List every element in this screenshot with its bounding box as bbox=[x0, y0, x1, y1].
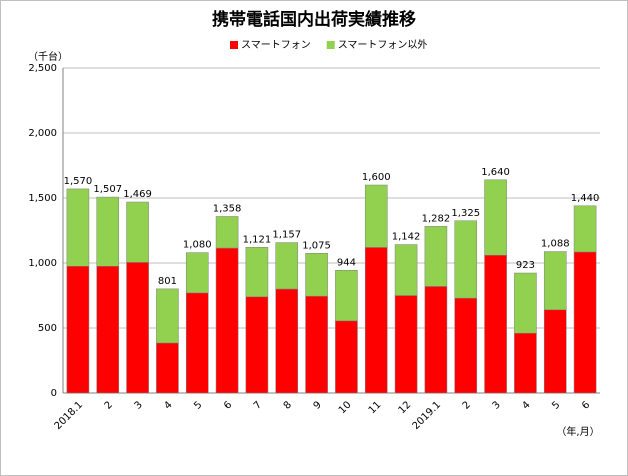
y-tick-label: 0 bbox=[51, 388, 57, 399]
total-label: 1,570 bbox=[64, 176, 93, 187]
bar-segment bbox=[66, 266, 90, 394]
bar-segment bbox=[484, 179, 507, 256]
y-unit: （千台） bbox=[28, 50, 68, 63]
bar-segment bbox=[394, 295, 418, 394]
bar-segment bbox=[335, 270, 358, 322]
total-label: 944 bbox=[337, 257, 356, 268]
total-label: 1,469 bbox=[123, 189, 152, 200]
bar-segment bbox=[66, 188, 90, 267]
x-unit: （年,月） bbox=[556, 425, 599, 438]
y-tick-label: 1,000 bbox=[28, 258, 57, 269]
y-tick-label: 1,500 bbox=[28, 193, 57, 204]
total-label: 1,325 bbox=[451, 208, 480, 219]
total-label: 1,080 bbox=[183, 240, 212, 251]
total-label: 1,600 bbox=[362, 172, 391, 183]
bar-segment bbox=[245, 296, 269, 394]
y-tick-label: 2,500 bbox=[28, 63, 57, 74]
total-label: 1,075 bbox=[302, 240, 331, 251]
total-label: 1,157 bbox=[272, 230, 301, 241]
bar-segment bbox=[454, 220, 478, 299]
chart-title: 携帯電話国内出荷実績推移 bbox=[212, 9, 416, 30]
bar-segment bbox=[573, 251, 597, 394]
bar-segment bbox=[424, 226, 448, 287]
total-label: 1,088 bbox=[541, 239, 570, 250]
total-label: 1,507 bbox=[93, 184, 122, 195]
bar-segment bbox=[335, 320, 358, 394]
bar-segment bbox=[156, 342, 179, 394]
bar-segment bbox=[275, 242, 299, 290]
legend-label: スマートフォン以外 bbox=[338, 39, 428, 51]
total-label: 1,440 bbox=[571, 193, 600, 204]
legend-label: スマートフォン bbox=[241, 40, 311, 51]
bar-segment bbox=[185, 252, 209, 294]
bar-segment bbox=[96, 196, 120, 267]
y-tick-label: 2,000 bbox=[28, 128, 57, 139]
total-label: 923 bbox=[516, 260, 535, 271]
bar-segment bbox=[514, 272, 537, 334]
bar-segment bbox=[215, 216, 239, 249]
bar-segment bbox=[454, 297, 478, 394]
bar-segment bbox=[364, 184, 388, 248]
bar-segment bbox=[543, 309, 567, 394]
bar-segment bbox=[275, 288, 299, 394]
bar-segment bbox=[126, 201, 149, 263]
bar-segment bbox=[215, 247, 239, 394]
bar-segment bbox=[573, 205, 597, 253]
bar-segment bbox=[484, 254, 507, 394]
bar-segment bbox=[96, 266, 120, 394]
bar-segment bbox=[305, 295, 328, 394]
y-tick-label: 500 bbox=[38, 323, 57, 334]
bar-segment bbox=[305, 253, 328, 297]
bar-segment bbox=[126, 262, 149, 394]
bar-segment bbox=[185, 292, 209, 394]
bar-segment bbox=[543, 251, 567, 311]
total-label: 1,640 bbox=[481, 167, 510, 178]
total-label: 1,121 bbox=[243, 234, 272, 245]
total-label: 1,358 bbox=[213, 203, 242, 214]
legend-swatch bbox=[326, 41, 335, 49]
total-label: 801 bbox=[158, 276, 177, 287]
bar-segment bbox=[394, 244, 418, 296]
total-label: 1,142 bbox=[392, 232, 421, 243]
bar-segment bbox=[424, 286, 448, 394]
bar-segment bbox=[245, 247, 269, 298]
bar-segment bbox=[156, 288, 179, 344]
bar-segment bbox=[364, 247, 388, 394]
legend-swatch bbox=[230, 41, 238, 49]
total-label: 1,282 bbox=[422, 213, 451, 224]
bar-segment bbox=[514, 332, 537, 394]
